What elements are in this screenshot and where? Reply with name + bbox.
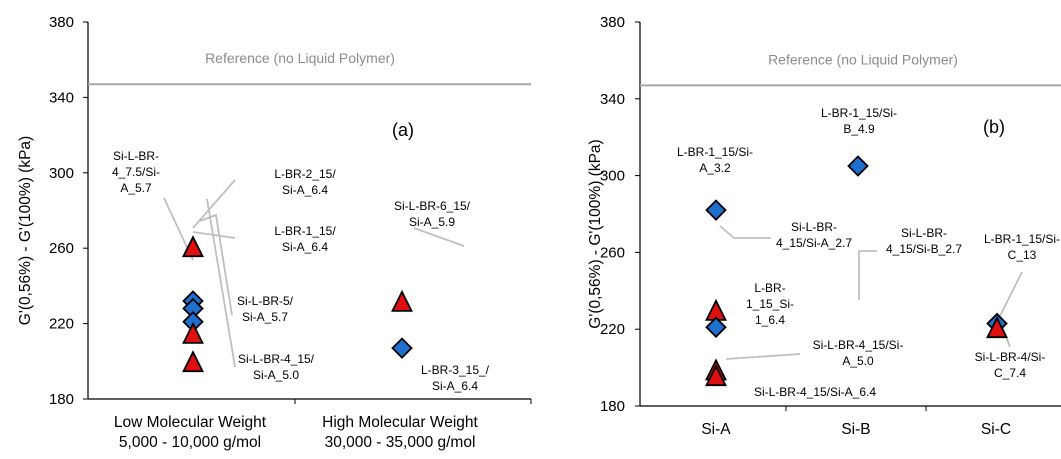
annotation-label: 1_6.4: [755, 313, 785, 327]
annotation-label: L-BR-1_15/Si-: [677, 145, 753, 159]
annotation-label: A_5.7: [120, 181, 152, 195]
annotation-label: 4_15/Si-B_2.7: [886, 242, 962, 256]
annotation-label: Si-L-BR-: [901, 226, 947, 240]
panel-label: (b): [983, 117, 1005, 137]
annotation-label: Si-L-BR-5/: [237, 294, 294, 308]
annotation-label: B_4.9: [843, 122, 875, 136]
annotation-label: C_13: [1008, 248, 1037, 262]
annotation-label: Si-L-BR-4_15/: [238, 352, 315, 366]
triangle-marker: [393, 292, 412, 311]
annotation-leader: [207, 199, 235, 367]
annotation-label: Si-L-BR-4/Si-: [975, 350, 1046, 364]
annotation-label: L-BR-3_15_/: [421, 363, 490, 377]
annotation-leader: [859, 251, 877, 300]
annotation-label: A_3.2: [699, 161, 731, 175]
annotation-leader: [726, 354, 800, 359]
x-category-label: Si-B: [841, 421, 870, 438]
x-category-label: 30,000 - 35,000 g/mol: [325, 434, 476, 451]
annotation-label: A_5.0: [842, 354, 874, 368]
diamond-marker: [849, 157, 868, 176]
annotation-label: 4_7.5/Si-: [112, 165, 160, 179]
annotation-label: L-BR-1_15/Si-: [984, 232, 1060, 246]
annotation-label: Si-A_5.7: [242, 310, 288, 324]
y-tick-label: 380: [49, 14, 74, 31]
annotation-label: Si-L-BR-: [113, 149, 159, 163]
x-category-label: Si-C: [981, 421, 1011, 438]
x-category-label: Si-A: [701, 421, 731, 438]
annotation-label: Si-L-BR-6_15/: [394, 199, 471, 213]
x-category-label: Low Molecular Weight: [114, 414, 267, 431]
annotation-leader: [200, 215, 232, 315]
reference-label: Reference (no Liquid Polymer): [768, 51, 958, 67]
y-tick-label: 180: [600, 398, 625, 415]
y-tick-label: 340: [49, 89, 74, 106]
y-axis-title: G'(0,56%) - G'(100%) (kPa): [587, 139, 604, 328]
x-category-label: 5,000 - 10,000 g/mol: [119, 434, 261, 451]
annotation-label: Si-L-BR-4_15/Si-A_6.4: [754, 385, 876, 399]
x-category-label: High Molecular Weight: [322, 414, 478, 431]
y-tick-label: 380: [600, 14, 625, 31]
annotation-label: Si-A_6.4: [432, 379, 478, 393]
annotation-label: Si-A_5.9: [409, 215, 455, 229]
panel-label: (a): [392, 120, 414, 140]
y-axis-title: G'(0,56%) - G'(100%) (kPa): [17, 136, 34, 325]
reference-label: Reference (no Liquid Polymer): [205, 50, 395, 66]
annotation-label: Si-A_6.4: [282, 183, 328, 197]
annotation-label: Si-L-BR-4_15/Si-: [813, 338, 904, 352]
y-tick-label: 180: [49, 391, 74, 408]
annotation-label: Si-L-BR-: [791, 220, 837, 234]
chart-panel-a: 180 220 260 300 340 380 Low Molecular Weight 5,…: [17, 14, 531, 451]
annotation-label: L-BR-: [754, 281, 785, 295]
triangle-marker: [184, 324, 203, 343]
annotation-label: L-BR-2_15/: [274, 167, 336, 181]
y-tick-label: 260: [49, 240, 74, 257]
annotation-label: 4_15/Si-A_2.7: [776, 236, 852, 250]
annotation-leader: [414, 228, 464, 246]
annotation-label: Si-A_5.0: [253, 368, 299, 382]
annotation-leader: [720, 226, 771, 238]
annotation-label: 1_15_Si-: [746, 297, 794, 311]
annotation-leader: [193, 180, 235, 228]
y-tick-label: 220: [49, 316, 74, 333]
y-tick-label: 340: [600, 91, 625, 108]
annotation-leader: [1000, 272, 1022, 316]
y-tick-label: 300: [49, 165, 74, 182]
annotation-label: Si-A_6.4: [282, 240, 328, 254]
diamond-marker: [393, 339, 412, 358]
annotation-label: L-BR-1_15/: [274, 224, 336, 238]
diamond-marker: [707, 201, 726, 220]
annotation-label: C_7.4: [994, 366, 1026, 380]
triangle-marker: [184, 352, 203, 371]
annotation-label: L-BR-1_15/Si-: [821, 106, 897, 120]
